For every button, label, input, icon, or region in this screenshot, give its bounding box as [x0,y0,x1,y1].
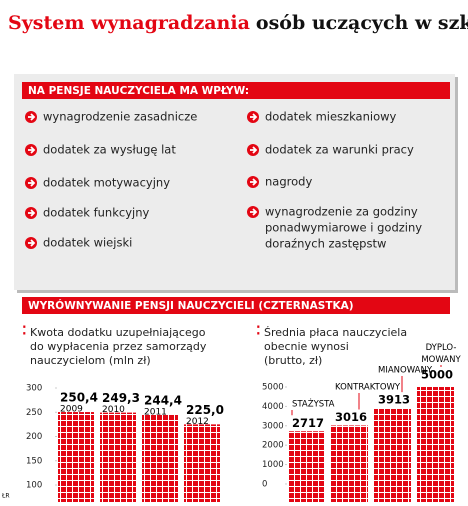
title-black: osób uczących w szkołach [256,12,468,34]
factor-item: ponadwymiarowe i godziny [265,221,422,235]
bullet-arrow [28,146,36,154]
heading: WYRÓWNYWANIE PENSJI NAUCZYCIELI (CZTERNA… [28,299,354,312]
bullet-arrow [250,113,258,121]
factor-item: dodatek wiejski [43,236,132,250]
y-tick-label: 0 [262,479,267,489]
x-tick-label: KONTRAKTOWY [335,383,401,393]
chart-title: do wypłacenia przez samorządy [30,340,207,353]
bullet-arrow [250,146,258,154]
y-tick-label: 4000 [262,402,284,412]
value-label: 5000 [421,368,453,382]
bar [142,414,178,502]
heading-bar [22,297,450,314]
y-tick-label: 3000 [262,421,284,431]
chart-title: Kwota dodatku uzupełniającego [30,326,206,339]
bar [100,412,136,502]
y-tick-label: 2000 [262,441,284,451]
heading: NA PENSJE NAUCZYCIELA MA WPŁYW: [28,85,249,97]
factor-item: wynagrodzenie za godziny [265,205,418,219]
factor-item: dodatek mieszkaniowy [265,110,397,124]
y-tick-label: 5000 [262,383,284,393]
value-label: 250,4 [60,391,98,405]
x-tick-label: DYPLO-MOWANY [421,343,461,365]
y-tick-label: 150 [26,456,42,466]
heading-bar [22,82,450,99]
chart-title: (brutto, zł) [264,354,322,367]
chart-title: nauczycielom (mln zł) [30,354,151,367]
x-tick-label: 2010 [102,405,125,415]
credit: ŁR [1,493,10,500]
factor-item: dodatek funkcyjny [43,206,149,220]
factor-item: nagrody [265,175,312,189]
x-tick-label: STAŻYSTA [292,399,335,410]
value-label: 2717 [292,416,324,430]
bullet-arrow [28,113,36,121]
title-marker: ⁚ [256,324,261,338]
title: System wynagradzania osób uczących w szko… [8,12,468,34]
bar [184,424,220,502]
bar [288,431,325,502]
value-label: 249,3 [102,391,140,405]
x-tick-label: 2009 [60,405,83,415]
bullet-arrow [28,239,36,247]
bullet-arrow [28,179,36,187]
value-label: 244,4 [144,393,182,407]
factor-item: dodatek motywacyjny [43,176,170,190]
x-tick-label: 2012 [186,417,209,427]
bar [331,425,368,502]
y-tick-label: 250 [26,408,42,418]
value-label: 3016 [335,410,367,424]
title-red: System wynagradzania [8,12,250,34]
factor-item: doraźnych zastępstw [265,237,386,251]
x-tick-label: 2011 [144,407,167,417]
title-marker: ⁚ [22,324,27,338]
bar [58,412,94,502]
bar [417,387,454,502]
bullet-arrow [250,208,258,216]
bullet-arrow [28,209,36,217]
chart-title: Średnia płaca nauczyciela [264,326,407,339]
y-tick-label: 1000 [262,460,284,470]
factor-item: dodatek za wysługę lat [43,143,176,157]
factor-item: dodatek za warunki pracy [265,143,414,157]
bar [374,408,411,502]
panel [14,74,455,290]
y-tick-label: 200 [26,432,42,442]
factor-item: wynagrodzenie zasadnicze [43,110,197,124]
bullet-arrow [250,178,258,186]
y-tick-label: 100 [26,481,42,491]
y-tick-label: 300 [26,384,42,394]
chart-title: obecnie wynosi [264,340,349,353]
value-label: 3913 [378,393,410,407]
x-tick-label: MIANOWANY [378,366,433,376]
value-label: 225,0 [186,403,224,417]
